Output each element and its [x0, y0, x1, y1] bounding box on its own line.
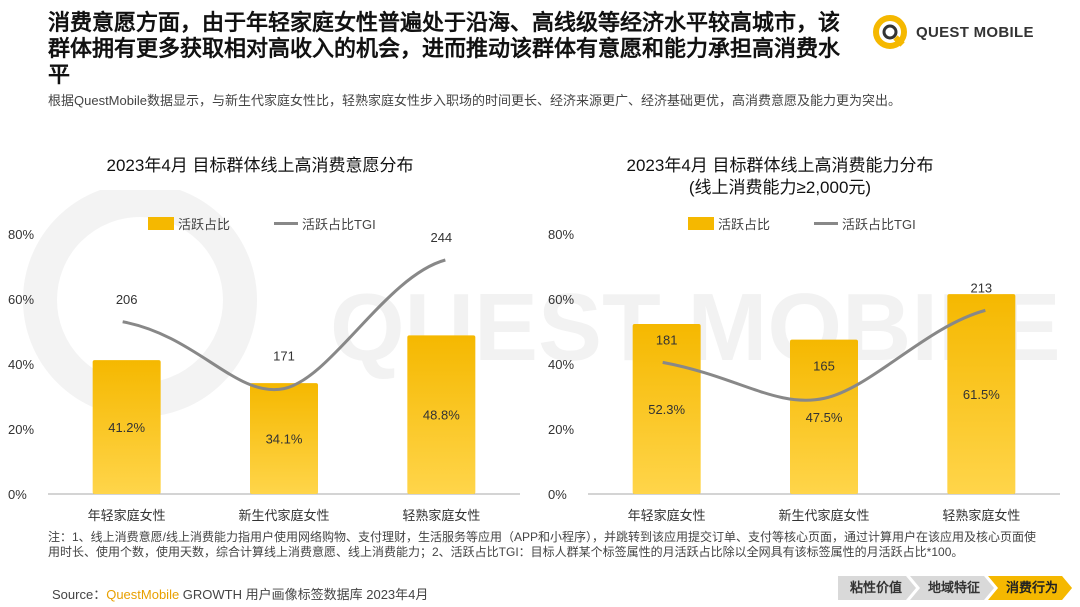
legend-line-label: 活跃占比TGI	[842, 217, 916, 232]
tgi-line	[662, 308, 986, 402]
tgi-value-label: 181	[656, 332, 678, 347]
bar-value-label: 34.1%	[266, 432, 303, 447]
y-tick-label: 20%	[8, 422, 34, 437]
tgi-value-label: 171	[273, 349, 295, 364]
footnote: 注：1、线上消费意愿/线上消费能力指用户使用网络购物、支付理财，生活服务等应用（…	[48, 530, 1037, 559]
source-brand: QuestMobile	[106, 587, 180, 602]
chart2-legend: 活跃占比 活跃占比TGI	[688, 214, 916, 233]
y-tick-label: 80%	[548, 227, 574, 242]
chart2-title-line2: (线上消费能力≥2,000元)	[688, 178, 872, 197]
bar	[790, 339, 858, 494]
logo-text: QUEST MOBILE	[916, 23, 1034, 41]
x-category-label: 年轻家庭女性	[88, 508, 166, 523]
x-category-label: 年轻家庭女性	[628, 508, 706, 523]
source-line: Source：QuestMobile GROWTH 用户画像标签数据库 2023…	[52, 584, 428, 603]
legend-line-label: 活跃占比TGI	[302, 217, 376, 232]
bar	[92, 360, 161, 494]
chart2-title-line1: 2023年4月 目标群体线上高消费能力分布	[626, 156, 934, 175]
headline: 消费意愿方面，由于年轻家庭女性普遍处于沿海、高线级等经济水平较高城市，该群体拥有…	[48, 10, 841, 87]
y-tick-label: 20%	[548, 422, 574, 437]
bar-value-label: 48.8%	[423, 408, 460, 423]
bar-value-label: 41.2%	[108, 420, 145, 435]
x-category-label: 新生代家庭女性	[238, 508, 329, 523]
bar	[947, 294, 1016, 494]
x-category-label: 轻熟家庭女性	[942, 508, 1020, 523]
legend-bar-swatch	[688, 217, 714, 230]
chart2-title: 2023年4月 目标群体线上高消费能力分布 (线上消费能力≥2,000元)	[590, 155, 970, 199]
tgi-value-label: 165	[813, 358, 835, 373]
chart1-plot: 0% 20% 40% 60% 80% 41.2% 年轻家庭女性 34.1% 新生代家庭女性 48.…	[8, 227, 520, 523]
section-nav: 粘性价值 地域特征 消费行为	[838, 576, 1072, 600]
bar-value-label: 52.3%	[648, 402, 685, 417]
y-tick-label: 80%	[8, 227, 34, 242]
questmobile-logo: QUEST MOBILE	[870, 12, 1034, 52]
y-tick-label: 60%	[548, 292, 574, 307]
y-tick-label: 0%	[8, 487, 27, 502]
tgi-value-label: 213	[970, 280, 992, 295]
legend-bar-label: 活跃占比	[178, 217, 231, 232]
source-prefix: Source：	[52, 587, 107, 602]
nav-tab-consumption[interactable]: 消费行为	[988, 576, 1072, 600]
bar	[407, 335, 476, 494]
legend-bar-label: 活跃占比	[718, 217, 771, 232]
y-tick-label: 0%	[548, 487, 567, 502]
source-rest: GROWTH 用户画像标签数据库 2023年4月	[179, 587, 429, 602]
legend-bar-swatch	[148, 217, 174, 230]
chart1-legend: 活跃占比 活跃占比TGI	[148, 214, 376, 233]
tgi-value-label: 244	[430, 230, 452, 245]
x-category-label: 新生代家庭女性	[778, 508, 869, 523]
y-tick-label: 40%	[8, 357, 34, 372]
chart2-plot: 0% 20% 40% 60% 80% 52.3% 年轻家庭女性 47.5% 新生代家庭女性 61.…	[548, 227, 1060, 523]
subtitle: 根据QuestMobile数据显示，与新生代家庭女性比，轻熟家庭女性步入职场的时…	[48, 93, 901, 108]
tgi-value-label: 206	[116, 292, 138, 307]
legend-line-swatch	[814, 222, 839, 225]
x-category-label: 轻熟家庭女性	[402, 508, 480, 523]
y-tick-label: 60%	[8, 292, 34, 307]
chart1-title-line1: 2023年4月 目标群体线上高消费意愿分布	[106, 156, 414, 175]
y-tick-label: 40%	[548, 357, 574, 372]
questmobile-logo-icon	[873, 15, 907, 49]
nav-tab-region[interactable]: 地域特征	[910, 576, 994, 600]
nav-tab-stickiness[interactable]: 粘性价值	[838, 576, 916, 600]
chart1-title: 2023年4月 目标群体线上高消费意愿分布	[70, 155, 450, 177]
bar-value-label: 61.5%	[963, 387, 1000, 402]
legend-line-swatch	[274, 222, 299, 225]
bar-value-label: 47.5%	[806, 410, 843, 425]
tgi-line	[122, 258, 446, 392]
bar	[250, 383, 318, 494]
